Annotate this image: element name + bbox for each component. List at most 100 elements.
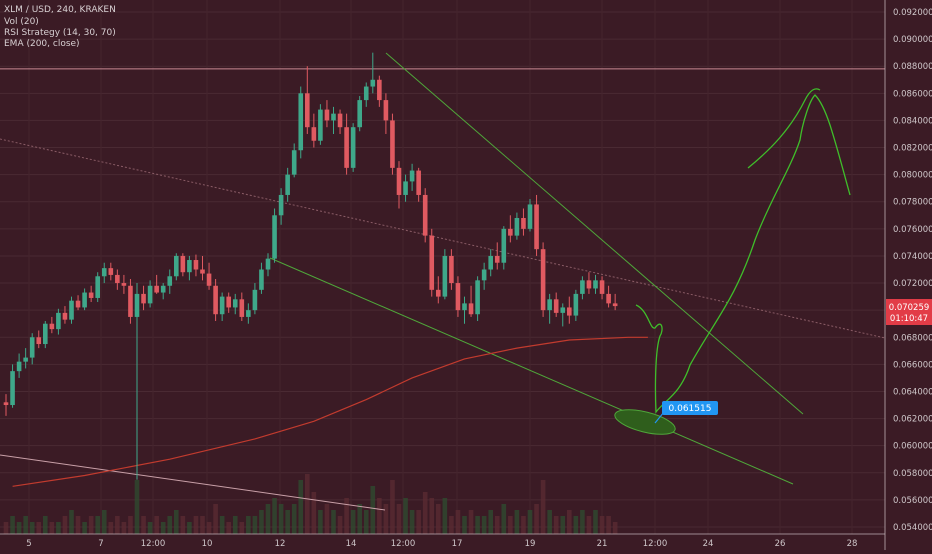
volume-bar <box>128 516 133 534</box>
price-tick-label: 0.084000 <box>893 116 932 126</box>
volume-bar <box>462 516 467 534</box>
volume-bar <box>311 492 317 534</box>
candle-body <box>154 285 159 293</box>
projection-drawing-left[interactable] <box>747 88 821 169</box>
candle-body <box>429 235 435 290</box>
candle-body <box>95 276 100 298</box>
candle-body <box>468 303 474 315</box>
price-tick-label: 0.080000 <box>893 171 932 181</box>
volume-bar <box>213 504 218 534</box>
candle-body <box>23 357 28 362</box>
candle-body <box>43 323 48 345</box>
volume-bar <box>56 522 61 534</box>
candle-body <box>370 79 376 87</box>
volume-bar <box>455 510 461 534</box>
candle-body <box>36 337 42 345</box>
target-badge[interactable] <box>662 401 718 415</box>
volume-bar <box>49 522 55 534</box>
candle-body <box>311 127 317 141</box>
volume-bar <box>586 516 592 534</box>
candle-body <box>521 218 526 229</box>
volume-bar <box>403 498 408 534</box>
candle-body <box>331 113 336 121</box>
candle-body <box>160 285 166 293</box>
time-tick-label: 17 <box>452 539 463 549</box>
target-ellipse[interactable] <box>613 405 678 439</box>
volume-bar <box>252 516 258 534</box>
time-tick-label: 24 <box>703 539 714 549</box>
time-axis[interactable]: 5 7 12:00 10 12 14 12:00 17 19 21 12:00 24 26 28 <box>26 539 857 549</box>
volume-bar <box>468 510 474 534</box>
volume-bar <box>396 504 402 534</box>
volume-bar <box>612 522 618 534</box>
volume-bar <box>75 516 81 534</box>
volume-bar <box>121 522 127 534</box>
candle-body <box>501 228 507 263</box>
candle-body <box>226 296 231 308</box>
candle-body <box>265 258 271 270</box>
volume-bar <box>350 510 356 534</box>
lower-wedge-line[interactable] <box>269 257 794 485</box>
price-tick-label: 0.090000 <box>893 35 932 45</box>
time-tick-label: 14 <box>346 539 357 549</box>
candle-body <box>547 299 552 311</box>
volume-bar <box>377 498 382 534</box>
volume-bar <box>580 510 585 534</box>
candle-body <box>363 86 369 101</box>
candle-body <box>10 371 15 406</box>
price-tick-label: 0.078000 <box>893 198 932 208</box>
volume-bar <box>219 516 225 534</box>
candle-body <box>586 280 592 289</box>
volume-bar <box>16 522 22 534</box>
volume-bar <box>494 516 500 534</box>
time-tick-label: 12 <box>275 539 286 549</box>
projection-drawing[interactable] <box>635 94 851 414</box>
candle-body <box>344 127 349 168</box>
candle-body <box>324 109 330 121</box>
price-tick-label: 0.072000 <box>893 279 932 289</box>
upper-wedge-line[interactable] <box>385 52 804 415</box>
volume-bar <box>599 516 605 534</box>
candle-body <box>494 255 500 263</box>
volume-bar <box>547 510 552 534</box>
volume-bar <box>174 510 179 534</box>
volume-bar <box>521 516 526 534</box>
volume-bar <box>488 510 493 534</box>
volume-bar <box>501 504 507 534</box>
candle-body <box>56 312 61 330</box>
candle-body <box>593 280 598 289</box>
volume-bar <box>606 516 611 534</box>
lower-left-trendline[interactable] <box>0 454 386 511</box>
candle-body <box>272 215 277 259</box>
volume-bar <box>593 510 598 534</box>
candle-body <box>612 303 618 307</box>
candle-body <box>416 170 421 195</box>
volume-bar <box>409 510 415 534</box>
volume-bar <box>357 504 362 534</box>
indicator-rsi: RSI Strategy (14, 30, 70) <box>4 28 116 38</box>
price-tick-label: 0.066000 <box>893 360 932 370</box>
time-tick-label: 26 <box>775 539 786 549</box>
candle-body <box>219 296 225 315</box>
ema-line <box>12 336 648 487</box>
volume-bar <box>29 522 35 534</box>
price-tick-label: 0.086000 <box>893 89 932 99</box>
price-tick-label: 0.064000 <box>893 387 932 397</box>
candle-body <box>409 170 415 182</box>
dotted-trendline[interactable] <box>0 138 886 339</box>
candle-body <box>108 268 114 275</box>
volume-bar <box>540 480 546 534</box>
candle-body <box>567 307 572 316</box>
candle-body <box>396 167 402 195</box>
volume-bar <box>239 522 245 534</box>
candle-body <box>455 283 461 311</box>
volume-bar <box>134 480 140 534</box>
legend: XLM / USD, 240, KRAKEN Vol (20) RSI Stra… <box>4 5 116 49</box>
volume-bar <box>160 522 166 534</box>
candle-body <box>383 100 389 121</box>
price-tick-label: 0.076000 <box>893 225 932 235</box>
volume-bar <box>69 510 74 534</box>
candle-body <box>291 150 297 175</box>
